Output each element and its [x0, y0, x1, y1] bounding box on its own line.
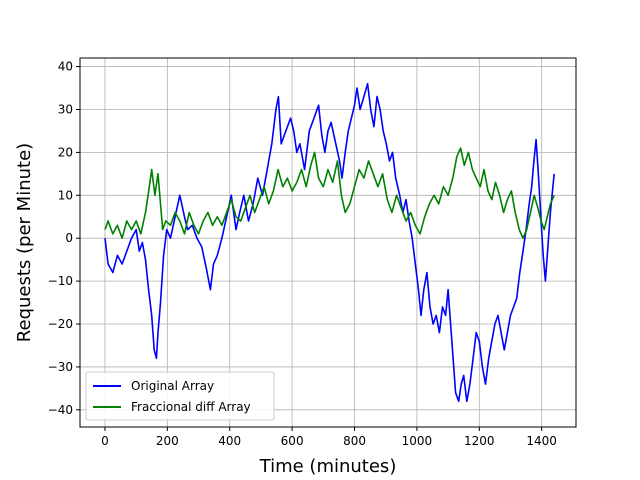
legend-label-fraccional: Fraccional diff Array [131, 400, 251, 414]
series-fraccional-diff-line [104, 147, 555, 239]
x-axis-label: Time (minutes) [259, 456, 397, 477]
plot-frame [79, 57, 577, 428]
axis-ticks: 0 200 400 600 800 1000 1200 1400 −40 −30 −20 −10 0 10… [48, 60, 557, 448]
x-tick-label: 1200 [464, 434, 495, 448]
y-tick-label: 10 [58, 188, 73, 202]
y-tick-label: 40 [58, 60, 73, 74]
x-tick-label: 400 [218, 434, 241, 448]
y-tick-label: 0 [65, 231, 73, 245]
legend-box [85, 371, 275, 421]
series-original-array-line [104, 82, 555, 403]
legend-label-original: Original Array [131, 379, 214, 393]
x-tick-label: 1400 [526, 434, 557, 448]
y-tick-label: −20 [48, 317, 73, 331]
x-tick-label: 0 [101, 434, 109, 448]
legend: Original Array Fraccional diff Array [85, 371, 275, 421]
series-lines [104, 82, 555, 403]
y-axis-label: Requests (per Minute) [14, 143, 35, 342]
x-tick-label: 200 [156, 434, 179, 448]
x-tick-label: 1000 [402, 434, 433, 448]
y-tick-label: 30 [58, 102, 73, 116]
y-tick-label: −40 [48, 403, 73, 417]
y-tick-label: −10 [48, 274, 73, 288]
y-tick-label: 20 [58, 145, 73, 159]
y-tick-label: −30 [48, 360, 73, 374]
x-tick-label: 800 [343, 434, 366, 448]
x-tick-label: 600 [281, 434, 304, 448]
